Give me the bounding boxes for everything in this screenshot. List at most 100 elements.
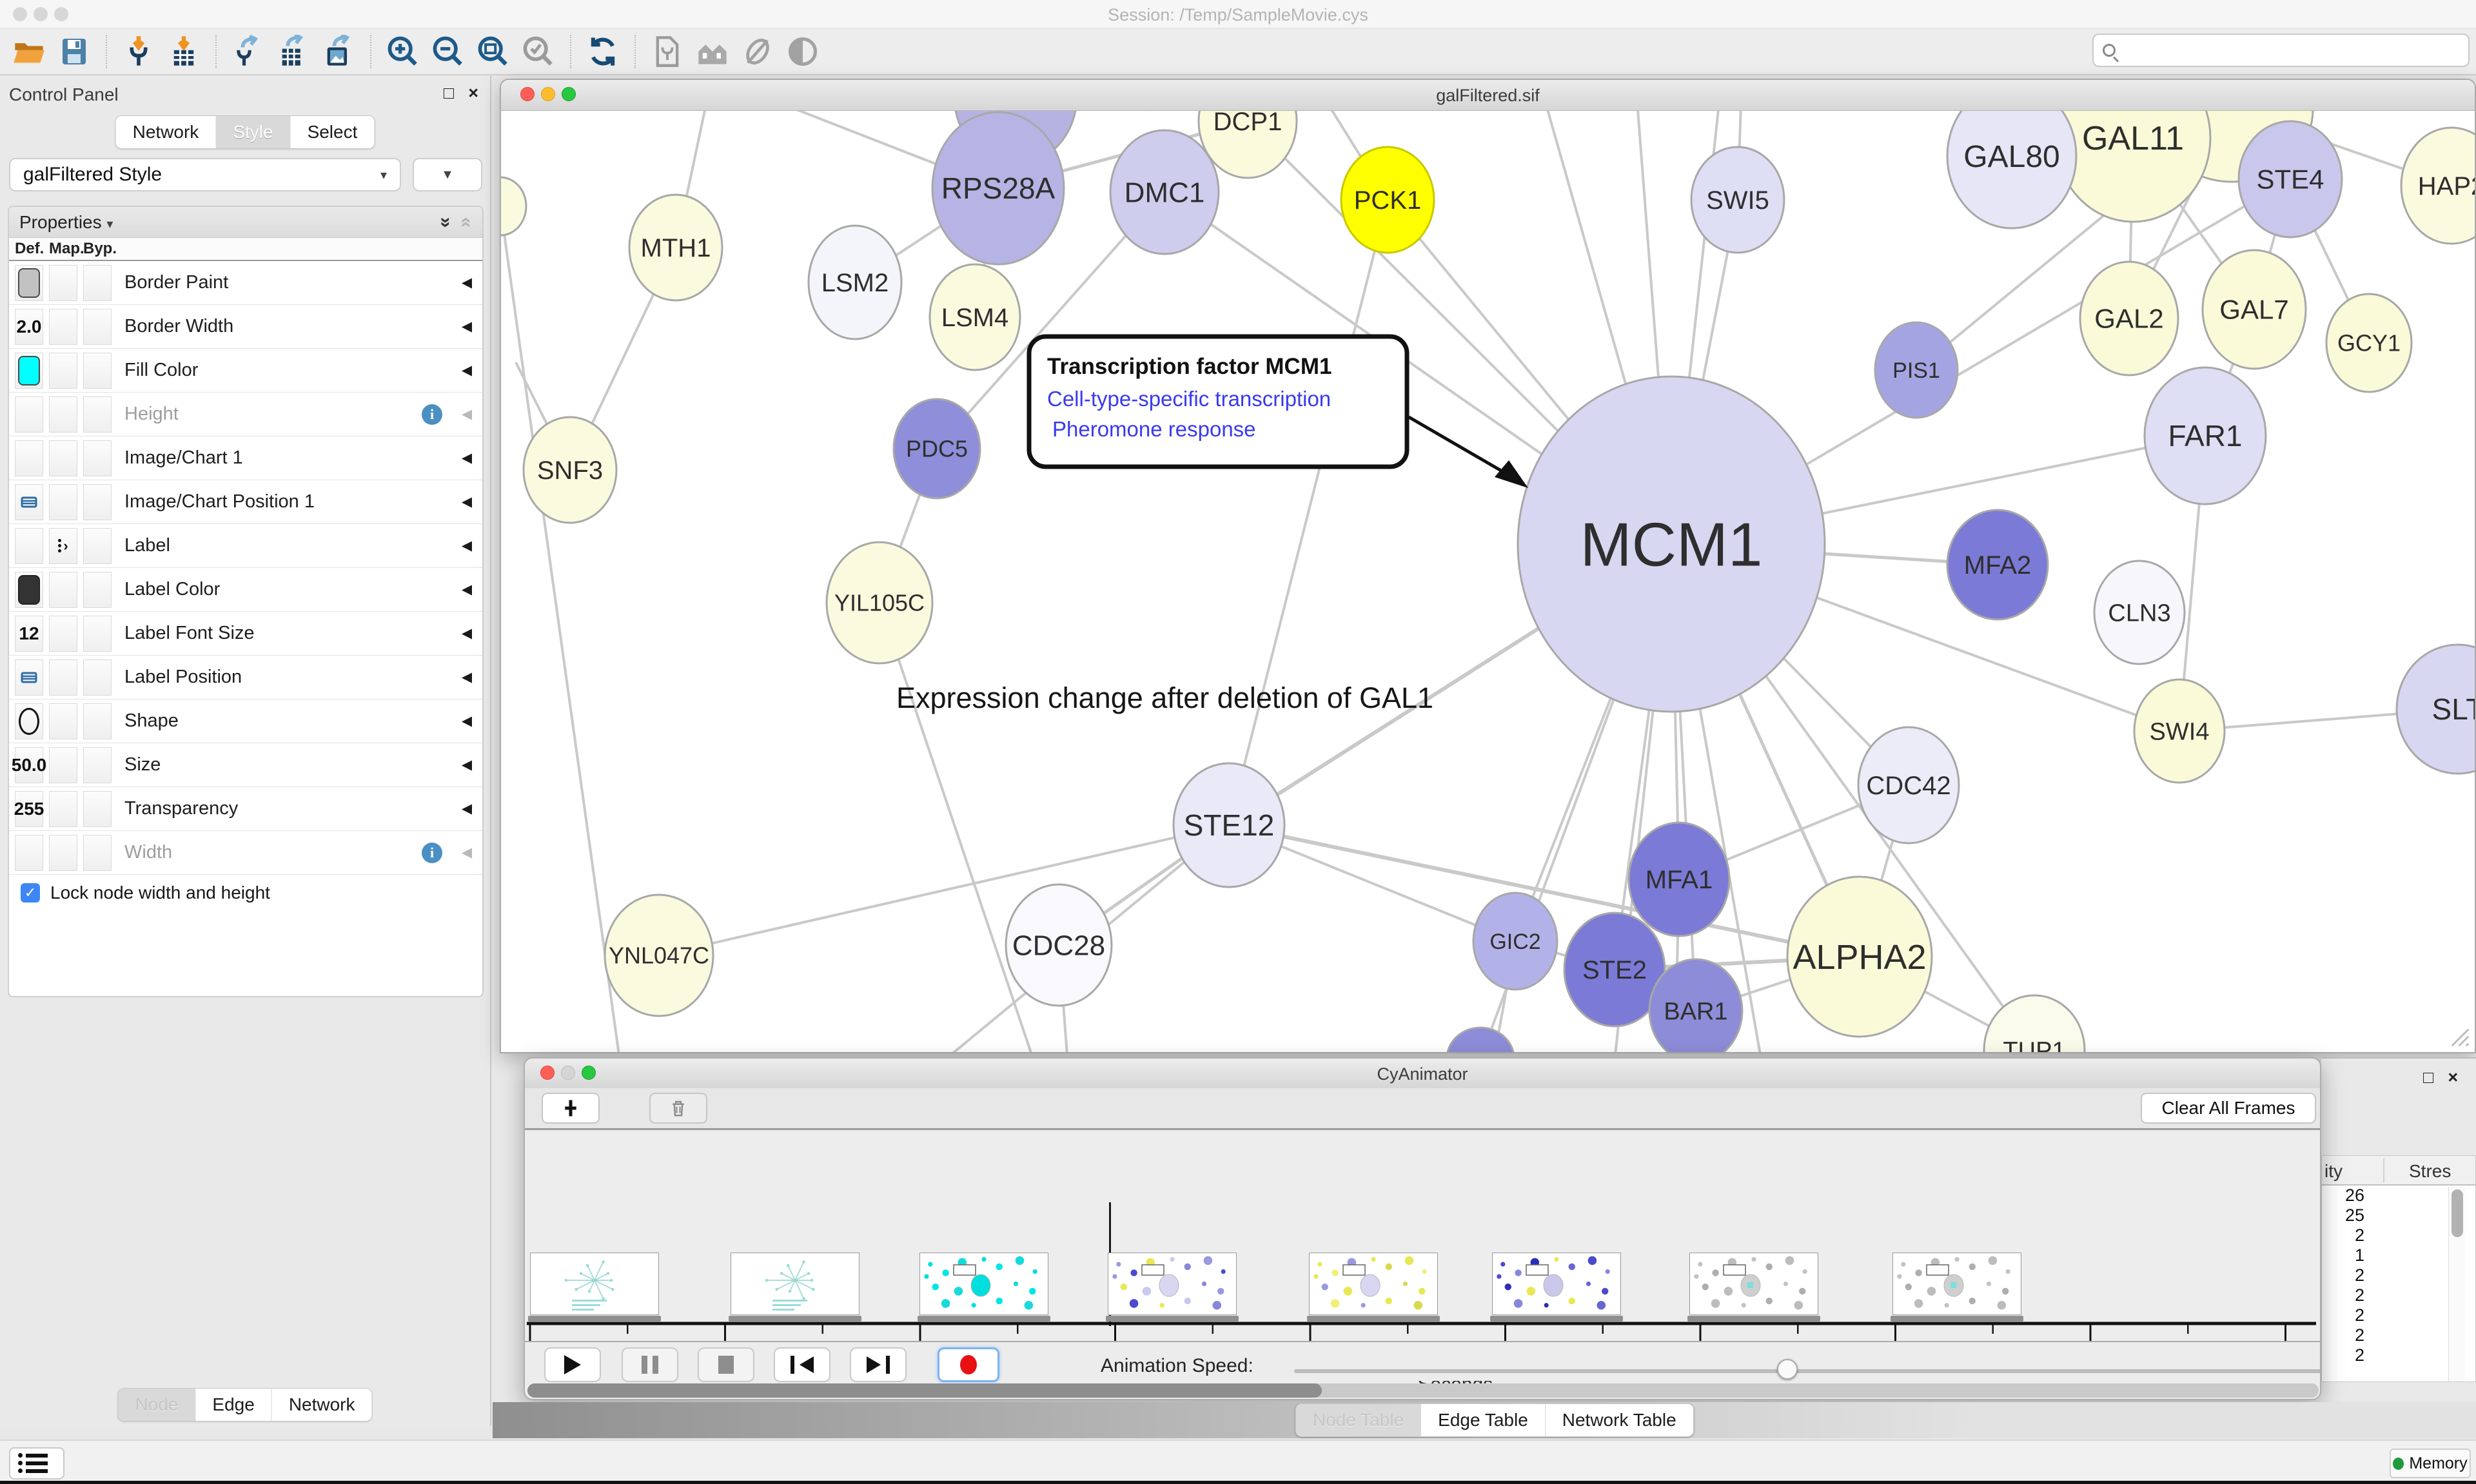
network-node-alpha2[interactable]: ALPHA2 [1786, 875, 1933, 1038]
table-row[interactable]: 2 [2354, 1325, 2364, 1345]
network-node-ste4[interactable]: STE4 [2237, 120, 2343, 239]
network-node-purp[interactable] [1446, 1026, 1515, 1052]
expand-property-icon[interactable]: ◀ [461, 670, 472, 685]
network-node-ste12[interactable]: STE12 [1172, 762, 1286, 888]
network-node-gcy1[interactable]: GCY1 [2325, 293, 2413, 393]
expand-property-icon[interactable]: ◀ [461, 714, 472, 728]
table-vertical-scrollbar[interactable] [2448, 1187, 2465, 1381]
table-row[interactable]: 2 [2354, 1265, 2364, 1285]
zoom-in-icon[interactable] [384, 33, 422, 70]
property-row-width[interactable]: Width i ◀ [9, 831, 482, 875]
minimize-icon[interactable] [561, 1066, 575, 1080]
float-panel-icon[interactable]: □ [443, 83, 455, 103]
expand-property-icon[interactable]: ◀ [461, 363, 472, 378]
network-node-yil105c[interactable]: YIL105C [825, 541, 934, 665]
expand-property-icon[interactable]: ◀ [461, 582, 472, 597]
expand-property-icon[interactable]: ◀ [461, 757, 472, 772]
network-node-swi5[interactable]: SWI5 [1690, 146, 1785, 254]
network-node-gal80[interactable]: GAL80 [1946, 111, 2078, 229]
lock-checkbox[interactable]: ✓ [21, 883, 40, 903]
minimize-window-icon[interactable] [34, 7, 48, 21]
network-node-pdc5[interactable]: PDC5 [892, 398, 981, 500]
network-node-gal2[interactable]: GAL2 [2079, 260, 2179, 376]
tab-node-table[interactable]: Node Table [1296, 1404, 1421, 1436]
search-input[interactable] [2092, 34, 2470, 67]
network-node-gal11[interactable]: GAL11 [2054, 111, 2212, 223]
tab-network[interactable]: Network [115, 116, 216, 148]
close-icon[interactable] [540, 1066, 555, 1080]
table-row[interactable]: 2 [2354, 1225, 2364, 1245]
network-node-cdc28[interactable]: CDC28 [1005, 883, 1113, 1007]
property-row-label-font-size[interactable]: 12 Label Font Size ◀ [9, 612, 482, 656]
first-neighbors-icon[interactable] [694, 33, 731, 70]
clear-all-frames-button[interactable]: Clear All Frames [2141, 1093, 2316, 1124]
property-row-transparency[interactable]: 255 Transparency ◀ [9, 787, 482, 831]
network-node-gic2[interactable]: GIC2 [1472, 892, 1558, 991]
tab-style[interactable]: Style [215, 116, 290, 148]
property-row-image-chart-position-1[interactable]: Image/Chart Position 1 ◀ [9, 480, 482, 524]
frame-thumbnail-6[interactable] [1689, 1253, 1818, 1315]
table-row[interactable]: 1 [2354, 1245, 2364, 1265]
tab-network-table[interactable]: Network Table [1544, 1404, 1693, 1436]
delete-frame-button[interactable] [649, 1093, 707, 1124]
network-node-pck1[interactable]: PCK1 [1340, 146, 1435, 254]
network-edge[interactable] [1228, 823, 1860, 959]
go-to-start-button[interactable] [774, 1347, 830, 1382]
network-snapshot-icon[interactable] [649, 33, 686, 70]
animation-speed-slider[interactable] [1294, 1369, 2320, 1373]
maximize-icon[interactable] [582, 1066, 596, 1080]
column-header-stress[interactable]: Stres [2409, 1161, 2451, 1181]
tab-node[interactable]: Node [118, 1389, 195, 1421]
import-table-icon[interactable] [165, 33, 202, 70]
frame-thumbnail-0[interactable] [530, 1253, 659, 1315]
network-node-pis1[interactable]: PIS1 [1874, 321, 1959, 419]
hide-selected-icon[interactable] [739, 33, 776, 70]
export-table-icon[interactable] [275, 33, 312, 70]
frame-thumbnail-3[interactable] [1108, 1253, 1237, 1315]
network-node-slt[interactable]: SLT [2395, 643, 2475, 775]
expand-all-icon[interactable]: » [435, 217, 457, 228]
frame-thumbnail-2[interactable] [919, 1253, 1048, 1315]
close-panel-icon[interactable]: × [468, 83, 478, 103]
cyanimator-titlebar[interactable]: CyAnimator [525, 1059, 2320, 1089]
network-node-cln3[interactable]: CLN3 [2093, 560, 2186, 665]
timeline-horizontal-scrollbar[interactable] [527, 1383, 2319, 1398]
expand-property-icon[interactable]: ◀ [461, 538, 472, 553]
tab-edge[interactable]: Edge [195, 1389, 271, 1421]
close-icon[interactable] [520, 87, 535, 101]
property-row-label-position[interactable]: Label Position ◀ [9, 656, 482, 699]
collapse-all-icon[interactable]: « [456, 217, 478, 228]
annotation-callout[interactable]: Transcription factor MCM1 Cell-type-speci… [1027, 334, 1528, 488]
style-select[interactable]: galFiltered Style ▾ [9, 158, 401, 191]
show-all-icon[interactable] [784, 33, 821, 70]
info-icon[interactable]: i [422, 404, 442, 425]
network-canvas[interactable]: GAL11 GAL80 STE4 HAP2 SWI5 RPS28A DMC1 DCP1 PCK1… [501, 111, 2475, 1052]
maximize-icon[interactable] [562, 87, 576, 101]
network-window-titlebar[interactable]: galFiltered.sif [501, 80, 2475, 111]
expand-property-icon[interactable]: ◀ [461, 451, 472, 465]
export-network-icon[interactable] [230, 33, 267, 70]
frame-thumbnail-7[interactable] [1892, 1253, 2021, 1315]
network-node-snf3[interactable]: SNF3 [522, 416, 618, 524]
memory-button[interactable]: Memory [2390, 1449, 2471, 1478]
export-image-icon[interactable] [320, 33, 357, 70]
network-node-mth1[interactable]: MTH1 [628, 193, 723, 302]
frames-timeline[interactable]: 0123456789 Seconds [525, 1130, 2320, 1395]
maximize-window-icon[interactable] [54, 7, 68, 21]
network-node-far1[interactable]: FAR1 [2143, 366, 2267, 505]
zoom-fit-icon[interactable] [475, 33, 512, 70]
network-node-lsm2[interactable]: LSM2 [807, 224, 903, 340]
frame-thumbnail-4[interactable] [1309, 1253, 1438, 1315]
network-graph[interactable]: GAL11 GAL80 STE4 HAP2 SWI5 RPS28A DMC1 DCP1 PCK1… [501, 111, 2475, 1052]
show-panels-button[interactable] [9, 1447, 64, 1479]
network-edge[interactable] [658, 824, 1230, 957]
network-node-bar1[interactable]: BAR1 [1648, 958, 1744, 1052]
property-row-border-paint[interactable]: Border Paint ◀ [9, 261, 482, 305]
network-node-dmc1[interactable]: DMC1 [1109, 129, 1220, 255]
style-options-button[interactable]: ▼ [413, 158, 482, 191]
import-network-icon[interactable] [120, 33, 157, 70]
network-edge[interactable] [501, 206, 620, 1052]
resize-grip-icon[interactable] [2442, 1020, 2471, 1048]
tab-network[interactable]: Network [271, 1389, 372, 1421]
record-button[interactable] [938, 1347, 999, 1382]
